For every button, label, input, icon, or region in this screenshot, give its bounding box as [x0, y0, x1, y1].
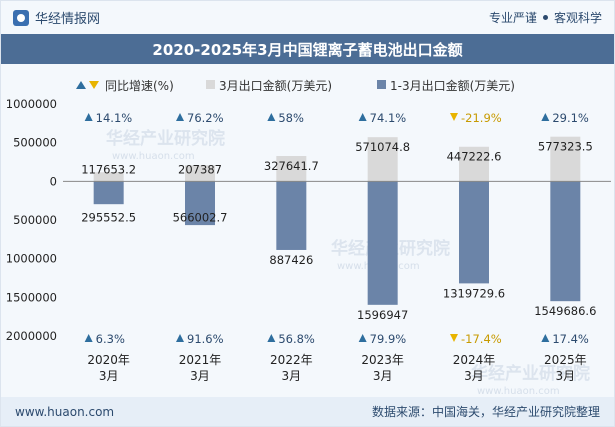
slogan: 专业严谨 客观科学	[489, 9, 602, 26]
bar-march	[276, 155, 307, 182]
bar-march	[185, 165, 215, 182]
growth-label-ytd: 91.6%	[187, 332, 224, 346]
growth-label-march: 29.1%	[552, 111, 589, 125]
growth-label-march-up-arrow-icon	[541, 113, 550, 121]
footer-url[interactable]: www.huaon.com	[15, 404, 115, 419]
x-tick-label: 2023年	[361, 353, 404, 367]
x-tick-label-month: 3月	[464, 369, 484, 383]
y-tick-label: 500000	[13, 136, 57, 150]
y-tick-label: 2000000	[6, 329, 57, 343]
x-tick-label: 2020年	[87, 353, 130, 367]
bar-ytd	[367, 181, 398, 305]
growth-label-march: 74.1%	[370, 111, 407, 125]
growth-label-march-down-arrow-icon	[450, 113, 458, 121]
bar-march	[367, 137, 398, 182]
chart-canvas: 华经产业研究院 www.huaon.com 华经产业研究院 www.huaon.com…	[6, 78, 611, 397]
brand-logo-icon	[13, 9, 29, 26]
watermark-text: 华经产业研究院	[106, 128, 225, 149]
growth-label-ytd-up-arrow-icon	[176, 334, 184, 342]
y-tick-label: 0	[50, 174, 57, 188]
data-label-march: 571074.8	[355, 140, 410, 154]
top-bar: 华经情报网 专业严谨 客观科学	[1, 1, 614, 34]
growth-label-ytd: 79.9%	[370, 332, 407, 346]
legend-label-march: 3月出口金额(万美元)	[219, 78, 332, 93]
bar-ytd	[276, 181, 307, 250]
growth-label-march: 14.1%	[96, 111, 133, 125]
growth-label-march-up-arrow-icon	[267, 113, 276, 121]
bar-ytd	[459, 181, 489, 284]
x-tick-label: 2021年	[179, 353, 222, 367]
data-label-march: 447222.6	[447, 150, 502, 164]
data-label-ytd: 1596947	[357, 308, 408, 322]
growth-label-march-up-arrow-icon	[176, 113, 184, 121]
watermark-url: www.huaon.com	[112, 151, 195, 162]
growth-label-ytd: 17.4%	[552, 332, 589, 346]
legend-swatch-march	[206, 80, 215, 89]
growth-label-march: -21.9%	[461, 111, 502, 125]
growth-label-march-up-arrow-icon	[358, 113, 367, 121]
bar-march	[93, 172, 124, 182]
legend-label-growth: 同比增速(%)	[105, 79, 174, 93]
legend-label-ytd: 1-3月出口金额(万美元)	[390, 78, 515, 93]
growth-label-march-up-arrow-icon	[84, 113, 93, 121]
slogan-right: 客观科学	[553, 11, 602, 25]
growth-label-ytd-up-arrow-icon	[267, 334, 276, 342]
growth-label-ytd-up-arrow-icon	[358, 334, 367, 342]
brand[interactable]: 华经情报网	[13, 8, 100, 27]
growth-label-ytd: -17.4%	[461, 332, 502, 346]
growth-label-march: 58%	[278, 111, 304, 125]
watermark-text: 华经产业研究院	[471, 363, 590, 384]
data-label-ytd: 295552.5	[81, 210, 136, 224]
bar-ytd	[93, 181, 124, 205]
y-tick-label: 1500000	[6, 290, 57, 304]
growth-label-ytd: 56.8%	[278, 332, 315, 346]
bar-ytd	[185, 181, 215, 226]
x-tick-label-month: 3月	[556, 369, 576, 383]
y-tick-label: 1000000	[6, 252, 57, 266]
watermark-url: www.huaon.com	[477, 386, 560, 397]
footer: www.huaon.com 数据来源：中国海关，华经产业研究院整理	[1, 397, 614, 426]
x-tick-label-month: 3月	[282, 369, 302, 383]
slogan-left: 专业严谨	[488, 11, 537, 25]
x-tick-label: 2024年	[453, 353, 496, 367]
footer-source: 数据来源：中国海关，华经产业研究院整理	[371, 405, 600, 419]
growth-label-ytd-up-arrow-icon	[84, 334, 93, 342]
data-label-ytd: 566002.7	[173, 210, 228, 224]
data-label-march: 327641.7	[264, 159, 319, 173]
data-label-march: 207387	[178, 162, 222, 176]
bar-ytd	[550, 181, 581, 302]
growth-label-march: 76.2%	[187, 111, 224, 125]
x-tick-label-month: 3月	[99, 369, 119, 383]
x-tick-label: 2025年	[544, 353, 587, 367]
brand-name: 华经情报网	[35, 12, 101, 27]
legend-down-arrow-icon	[89, 81, 99, 89]
data-label-ytd: 1549686.6	[534, 304, 596, 318]
legend-up-arrow-icon	[76, 81, 86, 89]
data-label-march: 577323.5	[538, 140, 593, 154]
bar-march	[459, 146, 489, 182]
growth-label-ytd-up-arrow-icon	[541, 334, 550, 342]
chart-title: 2020-2025年3月中国锂离子蓄电池出口金额	[1, 34, 614, 64]
separator-dot-icon	[542, 15, 548, 20]
growth-label-ytd-down-arrow-icon	[450, 334, 458, 342]
data-label-ytd: 1319729.6	[443, 286, 505, 300]
data-label-ytd: 887426	[269, 253, 313, 267]
x-tick-label-month: 3月	[373, 369, 393, 383]
bar-march	[550, 136, 581, 182]
legend-swatch-ytd	[377, 80, 386, 89]
data-label-march: 117653.2	[81, 162, 136, 176]
x-tick-label: 2022年	[270, 353, 313, 367]
x-tick-label-month: 3月	[190, 369, 210, 383]
growth-label-ytd: 6.3%	[96, 332, 125, 346]
y-tick-label: 1000000	[6, 97, 57, 111]
y-tick-label: 500000	[13, 213, 57, 227]
